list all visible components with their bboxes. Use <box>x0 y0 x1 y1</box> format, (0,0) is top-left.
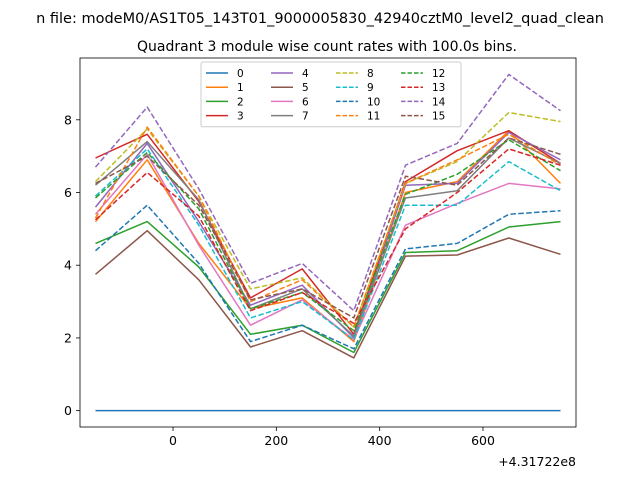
series-line-2 <box>95 220 561 354</box>
series-line-9 <box>94 148 561 341</box>
y-tick-label: 2 <box>64 330 72 345</box>
series-line-13 <box>94 148 561 325</box>
chart-title: Quadrant 3 module wise count rates with … <box>137 39 517 55</box>
series-line-10 <box>95 204 561 350</box>
series-line-6 <box>94 153 561 341</box>
legend-box <box>200 61 462 128</box>
series-line-12 <box>95 139 561 332</box>
legend-label-15: 15 <box>432 111 445 123</box>
legend-label-4: 4 <box>302 68 309 80</box>
legend-label-13: 13 <box>432 82 445 94</box>
legend-label-1: 1 <box>237 82 244 94</box>
legend-label-2: 2 <box>237 96 244 108</box>
x-tick-label: 600 <box>471 433 495 448</box>
y-tick-label: 0 <box>64 403 72 418</box>
plot-area-frame <box>79 57 577 428</box>
legend-label-0: 0 <box>237 68 244 80</box>
x-tick-label: 200 <box>264 433 288 448</box>
legend-label-5: 5 <box>302 82 309 94</box>
series-line-5 <box>95 229 561 359</box>
legend-label-14: 14 <box>432 96 446 108</box>
series-line-14 <box>94 73 561 312</box>
y-tick-label: 8 <box>64 112 72 127</box>
series-line-15 <box>95 137 561 319</box>
x-offset-label: +4.31722e8 <box>498 454 576 469</box>
chart-suptitle: n file: modeM0/AS1T05_143T01_9000005830_… <box>36 11 604 27</box>
y-tick-label: 6 <box>64 185 72 200</box>
legend-label-9: 9 <box>367 82 374 94</box>
legend-label-8: 8 <box>367 68 374 80</box>
x-tick-label: 0 <box>169 433 177 448</box>
legend-label-3: 3 <box>237 111 244 123</box>
legend-label-11: 11 <box>367 111 380 123</box>
x-tick-label: 400 <box>368 433 392 448</box>
y-tick-label: 4 <box>64 258 72 273</box>
legend-label-7: 7 <box>302 111 309 123</box>
series-line-8 <box>94 111 561 328</box>
legend-label-10: 10 <box>367 96 380 108</box>
legend-label-12: 12 <box>432 68 445 80</box>
legend-label-6: 6 <box>302 96 309 108</box>
